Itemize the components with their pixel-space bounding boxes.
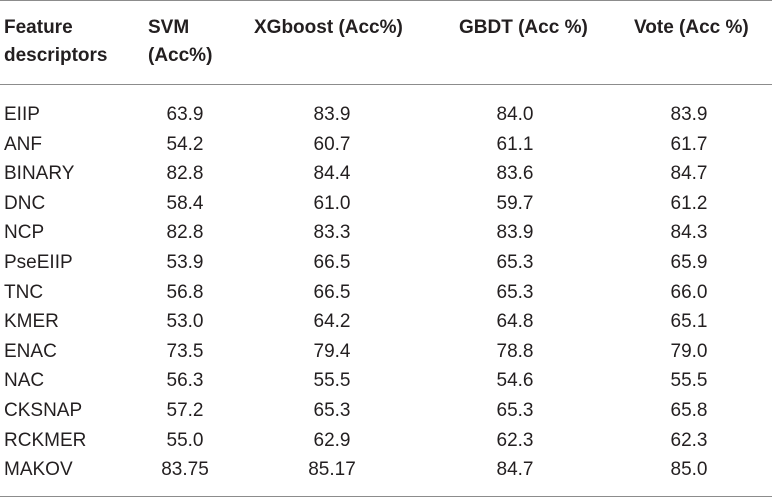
cell-svm: 57.2 [166,399,204,421]
table-bottom-rule [0,496,772,497]
cell-vote: 65.9 [670,251,708,273]
cell-gbdt: 83.9 [496,222,534,244]
table-body: EIIP 63.9 83.9 84.0 83.9 ANF 54.2 60.7 6… [0,100,772,485]
cell-vote: 55.5 [670,370,708,392]
cell-vote: 79.0 [670,340,708,362]
cell-gbdt: 84.7 [496,459,534,481]
cell-gbdt: 59.7 [496,192,534,214]
table-row: ANF 54.2 60.7 61.1 61.7 [0,130,772,160]
cell-feature-name: CKSNAP [4,399,83,421]
cell-svm: 53.0 [166,311,204,333]
cell-gbdt: 65.3 [496,281,534,303]
table-row: NCP 82.8 83.3 83.9 84.3 [0,218,772,248]
cell-xgboost: 62.9 [313,429,351,451]
cell-svm: 56.3 [166,370,204,392]
cell-svm: 54.2 [166,133,204,155]
table-row: TNC 56.8 66.5 65.3 66.0 [0,278,772,308]
cell-vote: 61.2 [670,192,708,214]
header-feature-line2: descriptors [4,45,108,66]
header-svm: SVM (Acc%) [148,14,238,70]
cell-gbdt: 54.6 [496,370,534,392]
cell-xgboost: 85.17 [308,459,356,481]
cell-svm: 63.9 [166,104,204,125]
cell-xgboost: 64.2 [313,311,351,333]
table-row: DNC 58.4 61.0 59.7 61.2 [0,189,772,219]
table-row: ENAC 73.5 79.4 78.8 79.0 [0,337,772,367]
cell-xgboost: 83.3 [313,222,351,244]
cell-feature-name: PseEIIP [4,251,73,273]
cell-gbdt: 65.3 [496,399,534,421]
cell-xgboost: 61.0 [313,192,351,214]
cell-xgboost: 66.5 [313,281,351,303]
header-xgboost: XGboost (Acc%) [254,17,403,38]
cell-vote: 65.1 [670,311,708,333]
cell-feature-name: NAC [4,370,45,392]
cell-feature-name: MAKOV [4,459,73,481]
table-row: MAKOV 83.75 85.17 84.7 85.0 [0,455,772,485]
cell-vote: 84.3 [670,222,708,244]
cell-svm: 82.8 [166,163,204,185]
cell-gbdt: 64.8 [496,311,534,333]
cell-svm: 82.8 [166,222,204,244]
cell-vote: 83.9 [670,104,708,125]
cell-feature-name: KMER [4,311,59,333]
table-row: EIIP 63.9 83.9 84.0 83.9 [0,100,772,130]
cell-vote: 62.3 [670,429,708,451]
cell-gbdt: 83.6 [496,163,534,185]
cell-svm: 55.0 [166,429,204,451]
header-feature-line1: Feature [4,17,73,38]
cell-feature-name: BINARY [4,163,75,185]
cell-feature-name: ANF [4,133,42,155]
table-row: KMER 53.0 64.2 64.8 65.1 [0,307,772,337]
cell-gbdt: 62.3 [496,429,534,451]
cell-feature-name: NCP [4,222,45,244]
table-row: BINARY 82.8 84.4 83.6 84.7 [0,159,772,189]
cell-xgboost: 60.7 [313,133,351,155]
cell-vote: 65.8 [670,399,708,421]
cell-xgboost: 79.4 [313,340,351,362]
cell-feature-name: EIIP [4,104,40,125]
cell-svm: 53.9 [166,251,204,273]
cell-gbdt: 84.0 [496,104,534,125]
cell-feature-name: TNC [4,281,44,303]
cell-vote: 84.7 [670,163,708,185]
cell-xgboost: 65.3 [313,399,351,421]
cell-vote: 61.7 [670,133,708,155]
header-gbdt: GBDT (Acc %) [459,17,588,38]
header-vote: Vote (Acc %) [634,17,749,38]
cell-svm: 73.5 [166,340,204,362]
cell-svm: 56.8 [166,281,204,303]
cell-xgboost: 83.9 [313,104,351,125]
table-row: NAC 56.3 55.5 54.6 55.5 [0,366,772,396]
cell-feature-name: ENAC [4,340,57,362]
table-row: PseEIIP 53.9 66.5 65.3 65.9 [0,248,772,278]
cell-xgboost: 66.5 [313,251,351,273]
cell-svm: 58.4 [166,192,204,214]
cell-gbdt: 65.3 [496,251,534,273]
table-header-rule [0,84,772,85]
header-svm-line2: (Acc%) [148,45,213,66]
cell-vote: 85.0 [670,459,708,481]
cell-svm: 83.75 [161,459,209,481]
table-row: RCKMER 55.0 62.9 62.3 62.3 [0,426,772,456]
header-feature-descriptors: Feature descriptors [4,14,144,70]
cell-gbdt: 78.8 [496,340,534,362]
cell-vote: 66.0 [670,281,708,303]
cell-feature-name: RCKMER [4,429,87,451]
cell-gbdt: 61.1 [496,133,534,155]
cell-feature-name: DNC [4,192,46,214]
cell-xgboost: 55.5 [313,370,351,392]
table-row: CKSNAP 57.2 65.3 65.3 65.8 [0,396,772,426]
table-top-rule [0,0,772,1]
cell-xgboost: 84.4 [313,163,351,185]
header-svm-line1: SVM [148,17,190,38]
